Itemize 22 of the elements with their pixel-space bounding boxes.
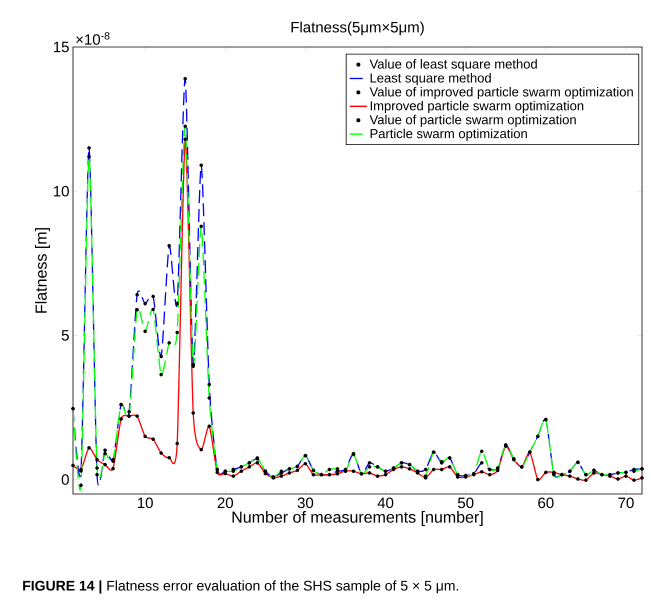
x-tick-label: 20: [218, 498, 234, 508]
y-tick-label: 10: [54, 186, 69, 196]
legend-label: Particle swarm optimization: [370, 128, 527, 141]
text: FIGURE 14 | Flatness error evaluation of the SHS sample of 5 × 5 μm.: [23, 580, 458, 594]
y-tick-label: 15: [54, 42, 69, 52]
legend-label: Least square method: [370, 73, 491, 86]
y-axis-title: Flatness [m]: [35, 228, 50, 313]
x-tick-label: 60: [538, 498, 554, 508]
x-tick-label: 70: [618, 498, 634, 508]
x-tick-label: 50: [458, 498, 474, 508]
legend-label: Value of least square method: [370, 59, 537, 72]
x-tick-label: 40: [378, 498, 394, 508]
y-tick-label: 5: [62, 330, 69, 341]
y-tick-label: 0: [62, 474, 69, 485]
x-tick-label: 10: [138, 498, 153, 508]
legend-label: Value of improved particle swarm optimization: [370, 86, 633, 100]
legend-label: Improved particle swarm optimization: [370, 100, 584, 113]
chart-title: Flatness(5μm×5μm): [292, 21, 424, 36]
x-tick-label: 30: [298, 498, 314, 508]
text: ×10$^{-8}$: [76, 32, 110, 45]
legend-label: Value of particle swarm optimization: [370, 114, 576, 127]
x-axis-title: Number of measurements [number]: [232, 511, 483, 526]
